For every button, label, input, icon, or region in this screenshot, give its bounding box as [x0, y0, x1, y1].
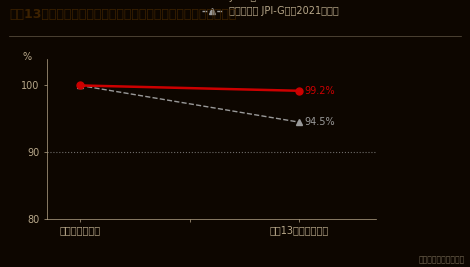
Text: 99.2%: 99.2%	[305, 86, 336, 96]
Text: 保温13時間後の状態: 保温13時間後の状態	[270, 226, 329, 235]
Legend: JPI-S型, 当社優秀品 JPI-G型（2021年製）: JPI-S型, 当社優秀品 JPI-G型（2021年製）	[202, 0, 339, 16]
Text: 保温13時間後のごはんの劣化の変化率の比較（かたさの変化率）: 保温13時間後のごはんの劣化の変化率の比較（かたさの変化率）	[9, 8, 237, 21]
Text: グラフはイメージです: グラフはイメージです	[419, 255, 465, 264]
Y-axis label: %: %	[23, 52, 32, 62]
Text: 炊きたての状態: 炊きたての状態	[59, 226, 101, 235]
Text: 94.5%: 94.5%	[305, 117, 336, 127]
